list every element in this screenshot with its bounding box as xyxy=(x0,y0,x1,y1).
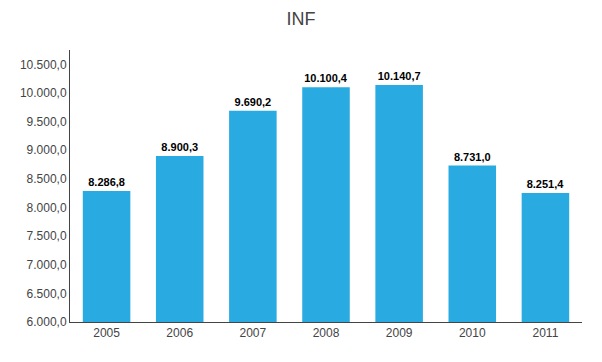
svg-text:2007: 2007 xyxy=(240,326,267,340)
svg-text:8.251,4: 8.251,4 xyxy=(527,178,565,190)
svg-text:8.900,3: 8.900,3 xyxy=(161,141,198,153)
svg-text:8.500,0: 8.500,0 xyxy=(27,172,67,186)
svg-text:10.500,0: 10.500,0 xyxy=(20,58,67,72)
svg-text:6.000,0: 6.000,0 xyxy=(27,315,67,329)
svg-text:2009: 2009 xyxy=(386,326,413,340)
svg-text:2005: 2005 xyxy=(93,326,120,340)
svg-text:8.731,0: 8.731,0 xyxy=(454,151,491,163)
svg-text:INF: INF xyxy=(287,9,316,29)
svg-text:10.100,4: 10.100,4 xyxy=(304,72,348,84)
svg-text:7.000,0: 7.000,0 xyxy=(27,258,67,272)
svg-text:2010: 2010 xyxy=(459,326,486,340)
svg-text:2008: 2008 xyxy=(313,326,340,340)
svg-text:8.000,0: 8.000,0 xyxy=(27,201,67,215)
svg-text:10.140,7: 10.140,7 xyxy=(378,70,421,82)
svg-text:10.000,0: 10.000,0 xyxy=(20,86,67,100)
svg-text:2011: 2011 xyxy=(533,326,559,340)
svg-text:2006: 2006 xyxy=(166,326,193,340)
svg-text:9.000,0: 9.000,0 xyxy=(27,143,67,157)
svg-text:9.690,2: 9.690,2 xyxy=(235,96,272,108)
svg-text:8.286,8: 8.286,8 xyxy=(88,176,125,188)
svg-text:7.500,0: 7.500,0 xyxy=(27,229,67,243)
svg-text:6.500,0: 6.500,0 xyxy=(27,287,67,301)
svg-text:9.500,0: 9.500,0 xyxy=(27,115,67,129)
